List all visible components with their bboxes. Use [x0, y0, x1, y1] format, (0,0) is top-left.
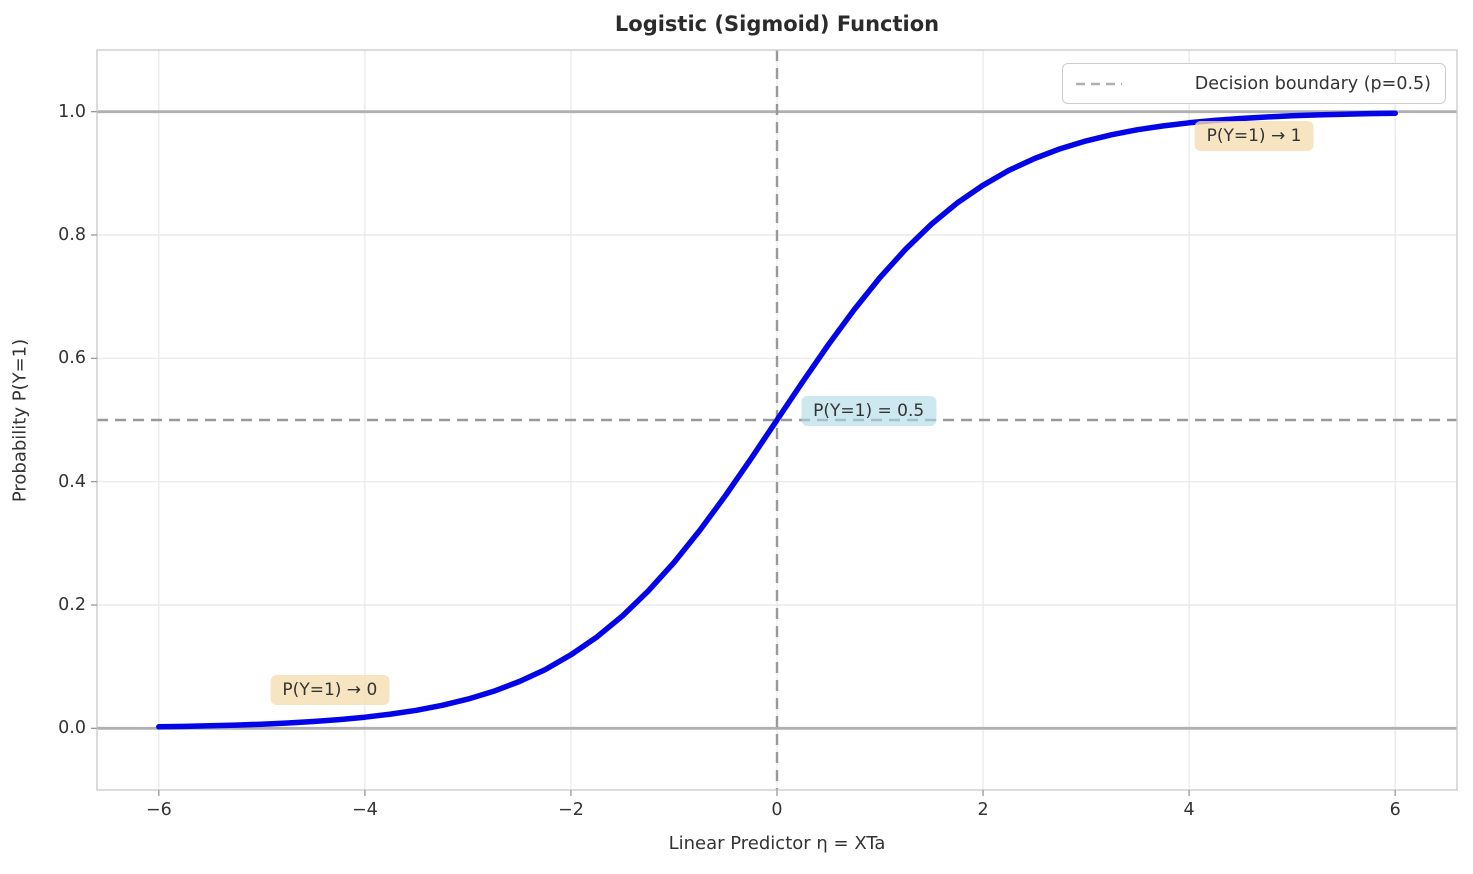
legend-item-decision-boundary: Decision boundary (p=0.5) [1194, 73, 1431, 94]
y-tick-label: 0.0 [58, 718, 86, 739]
annotation-p-approaches-0: P(Y=1) → 0 [270, 675, 390, 706]
annotation-p-equals-half: P(Y=1) = 0.5 [801, 395, 937, 426]
sigmoid-curve [156, 110, 1398, 730]
y-tick-label: 0.8 [58, 225, 86, 245]
y-tick-label: 0.6 [58, 348, 86, 369]
x-tick-label: −6 [145, 800, 172, 820]
y-tick-label: 0.2 [58, 595, 86, 615]
x-tick-label: 4 [1183, 800, 1195, 820]
x-tick-label: 0 [771, 800, 783, 820]
x-tick-label: 2 [977, 800, 989, 820]
chart-title: Logistic (Sigmoid) Function [614, 12, 940, 36]
y-tick-label: 1.0 [58, 101, 86, 122]
legend: Decision boundary (p=0.5) [1062, 63, 1446, 104]
x-tick-label: −4 [351, 800, 378, 820]
y-axis-label: Probability P(Y=1) [9, 338, 31, 503]
annotation-p-approaches-1: P(Y=1) → 1 [1194, 121, 1314, 152]
dashed-line-icon [1076, 82, 1122, 85]
y-tick-label: 0.4 [58, 471, 86, 492]
x-tick-label: 6 [1389, 800, 1401, 820]
x-tick-label: −2 [558, 800, 584, 820]
x-axis-label: Linear Predictor η = XTa [668, 833, 886, 854]
